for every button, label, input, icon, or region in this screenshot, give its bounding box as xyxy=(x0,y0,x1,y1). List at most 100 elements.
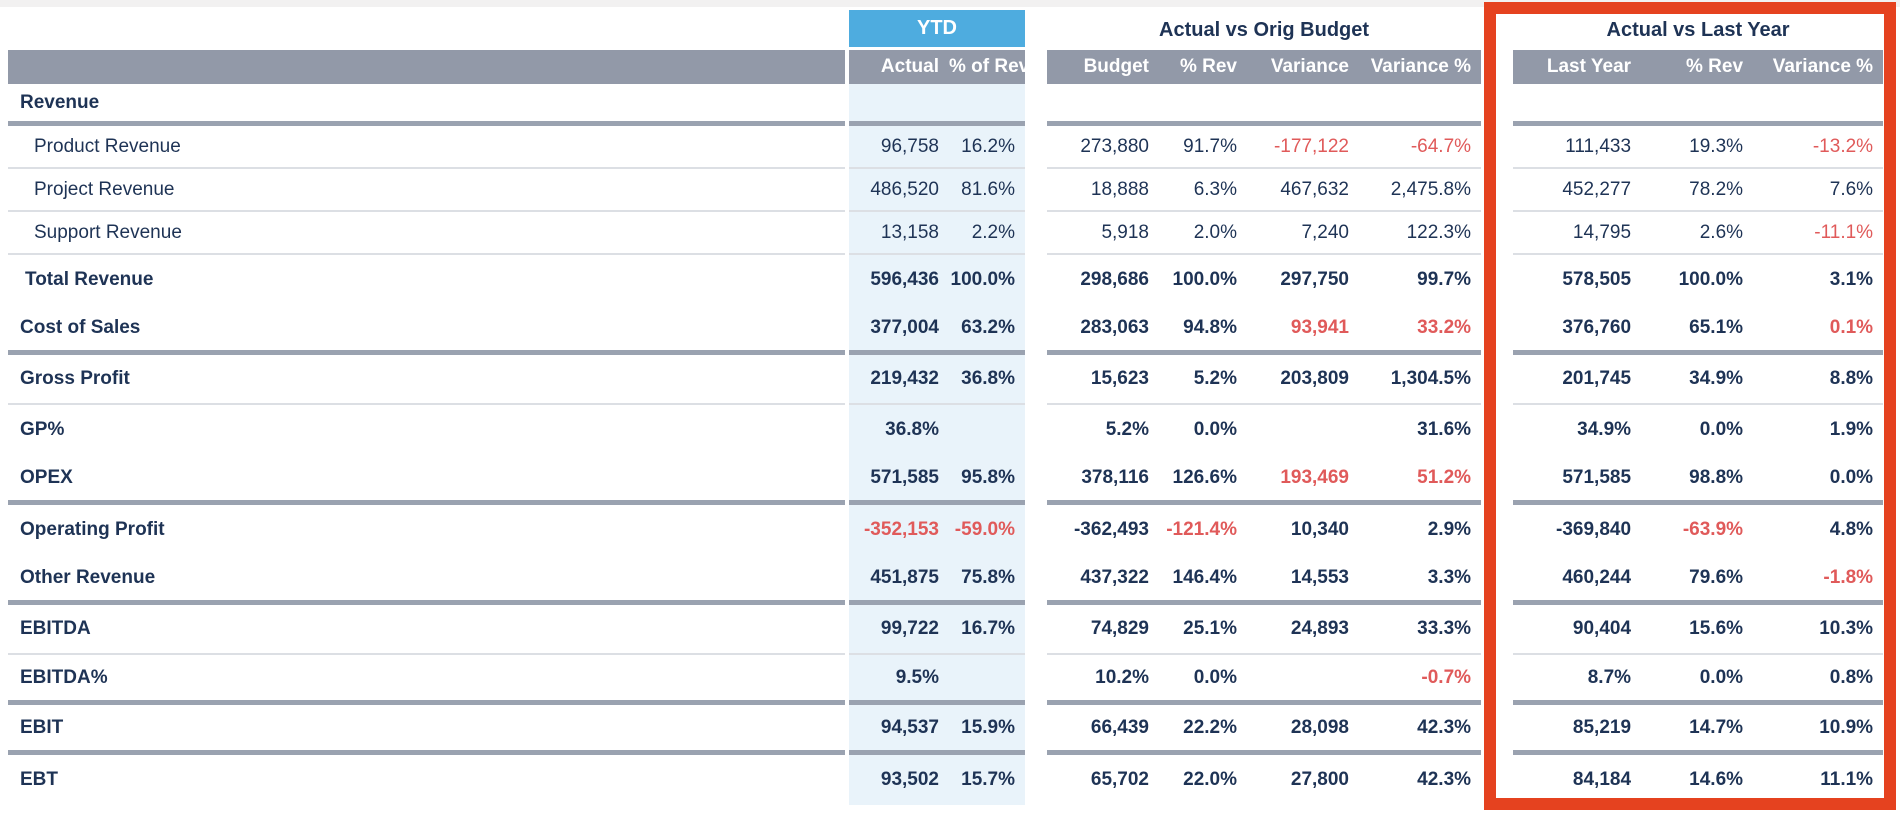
row-label: EBITDA xyxy=(8,605,845,655)
row-label: Cost of Sales xyxy=(8,305,845,355)
cell-revenue-header-0 xyxy=(849,84,949,126)
cell-gross-profit-1: 36.8% xyxy=(949,355,1025,405)
column-gap xyxy=(1481,305,1513,355)
cell-support-revenue-7: 2.6% xyxy=(1641,212,1754,255)
budget-section-header: Actual vs Orig Budget xyxy=(1159,18,1370,41)
cell-opex-4: 193,469 xyxy=(1247,455,1359,505)
column-gap xyxy=(1481,505,1513,555)
cell-operating-profit-7: -63.9% xyxy=(1682,519,1744,540)
cell-product-revenue-5: -64.7% xyxy=(1359,126,1482,169)
col-header-budget-pct-rev: % Rev xyxy=(1159,50,1247,84)
cell-ebitda-percent-6: 8.7% xyxy=(1513,655,1642,705)
cell-cost-of-sales-2: 283,063 xyxy=(1047,305,1159,355)
cell-ebit-3: 22.2% xyxy=(1159,705,1247,755)
ytd-section-header: YTD xyxy=(849,10,1025,50)
column-gap xyxy=(1025,84,1047,126)
cell-ebt-3: 22.0% xyxy=(1183,769,1237,790)
cell-cost-of-sales-7: 65.1% xyxy=(1641,305,1754,355)
cell-gp-percent-0: 36.8% xyxy=(849,405,949,455)
table-row-operating-profit: Operating Profit -352,153 -59.0% -362,493 -1… xyxy=(8,505,1883,555)
column-gap xyxy=(1025,455,1047,505)
row-label: Support Revenue xyxy=(8,212,845,255)
table-row-other-revenue: Other Revenue 451,875 75.8% 437,322 146.4% 14… xyxy=(8,555,1884,605)
column-gap xyxy=(1481,212,1513,255)
table-row-ebt: EBT 93,502 15.7% 65,702 22.0% 27,800 42.3% 84,1… xyxy=(8,755,1883,805)
cell-ebitda-percent-7: 0.0% xyxy=(1641,655,1754,705)
cell-operating-profit-4: 10,340 xyxy=(1290,519,1349,540)
cell-other-revenue-8: -1.8% xyxy=(1753,555,1884,605)
cell-revenue-header-8 xyxy=(1753,84,1884,126)
cell-total-revenue-2: 298,686 xyxy=(1080,269,1149,290)
column-gap xyxy=(1025,405,1047,455)
cell-gross-profit-2: 15,623 xyxy=(1047,355,1159,405)
cell-ebit-6: 85,219 xyxy=(1513,705,1642,755)
cell-ebit-1: 15.9% xyxy=(949,705,1025,755)
cell-ebit-2: 66,439 xyxy=(1047,705,1159,755)
cell-product-revenue-0: 96,758 xyxy=(849,126,949,169)
cell-gross-profit-6: 201,745 xyxy=(1513,355,1642,405)
col-header-variance-pct: Variance % xyxy=(1359,50,1482,84)
cell-operating-profit-2: -362,493 xyxy=(1073,519,1149,540)
cell-other-revenue-1: 75.8% xyxy=(949,555,1025,605)
cell-ebit-4: 28,098 xyxy=(1247,705,1359,755)
cell-ebt-0: 93,502 xyxy=(849,755,949,805)
column-gap xyxy=(1481,50,1513,84)
table-row-gross-profit: Gross Profit 219,432 36.8% 15,623 5.2% 203,80… xyxy=(8,355,1884,405)
column-gap xyxy=(1481,605,1513,655)
cell-support-revenue-5: 122.3% xyxy=(1359,212,1482,255)
cell-product-revenue-4: -177,122 xyxy=(1247,126,1359,169)
cell-total-revenue-4: 297,750 xyxy=(1280,269,1349,290)
cell-gp-percent-7: 0.0% xyxy=(1699,419,1744,440)
cell-other-revenue-4: 14,553 xyxy=(1247,555,1359,605)
column-gap xyxy=(1481,126,1513,169)
cell-ebt-4: 27,800 xyxy=(1290,769,1349,790)
row-label: OPEX xyxy=(8,455,845,505)
cell-support-revenue-1: 2.2% xyxy=(949,212,1025,255)
cell-ebitda-percent-5: -0.7% xyxy=(1359,655,1482,705)
column-gap xyxy=(1481,705,1513,755)
cell-ebitda-2: 74,829 xyxy=(1047,605,1159,655)
column-gap xyxy=(1481,755,1513,805)
cell-ebitda-5: 33.3% xyxy=(1359,605,1482,655)
table-row-cost-of-sales: Cost of Sales 377,004 63.2% 283,063 94.8% 93,… xyxy=(8,305,1884,355)
cell-cost-of-sales-4: 93,941 xyxy=(1247,305,1359,355)
column-gap xyxy=(1481,84,1513,126)
column-gap xyxy=(1481,655,1513,705)
cell-product-revenue-7: 19.3% xyxy=(1641,126,1754,169)
cell-other-revenue-3: 146.4% xyxy=(1159,555,1247,605)
table-row-ebitda: EBITDA 99,722 16.7% 74,829 25.1% 24,893 33.3% 9… xyxy=(8,605,1884,655)
column-header-row: Actual % of Rev Budget % Rev Variance Va… xyxy=(8,50,1884,84)
table-row-project-revenue: Project Revenue 486,520 81.6% 18,888 6.3% 467… xyxy=(8,169,1884,212)
cell-gross-profit-4: 203,809 xyxy=(1247,355,1359,405)
column-gap xyxy=(1481,555,1513,605)
cell-ebt-7: 14.6% xyxy=(1689,769,1744,790)
cell-ebitda-7: 15.6% xyxy=(1641,605,1754,655)
cell-gross-profit-3: 5.2% xyxy=(1159,355,1247,405)
cell-support-revenue-8: -11.1% xyxy=(1753,212,1884,255)
column-gap xyxy=(1025,505,1047,555)
row-label: Product Revenue xyxy=(8,126,845,169)
col-header-ytd-actual: Actual xyxy=(849,50,949,84)
pl-table-body: Revenue Product Revenue 96,758 16.2% 273,880… xyxy=(8,84,1884,805)
cell-ebt-1: 15.7% xyxy=(949,755,1025,805)
cell-revenue-header-4 xyxy=(1247,84,1359,126)
cell-revenue-header-3 xyxy=(1159,84,1247,126)
column-gap xyxy=(1025,705,1047,755)
cell-total-revenue-5: 99.7% xyxy=(1417,269,1472,290)
cell-operating-profit-0: -352,153 xyxy=(849,505,949,555)
column-gap xyxy=(1481,255,1513,305)
cell-gp-percent-3: 0.0% xyxy=(1193,419,1237,440)
cell-operating-profit-1: -59.0% xyxy=(949,505,1025,555)
cell-gross-profit-8: 8.8% xyxy=(1753,355,1884,405)
cell-support-revenue-6: 14,795 xyxy=(1513,212,1642,255)
col-header-last-year: Last Year xyxy=(1513,50,1642,84)
cell-gp-percent-2: 5.2% xyxy=(1105,419,1149,440)
cell-support-revenue-4: 7,240 xyxy=(1247,212,1359,255)
cell-ebit-5: 42.3% xyxy=(1359,705,1482,755)
cell-ebt-6: 84,184 xyxy=(1572,769,1632,790)
label-column-spacer xyxy=(8,10,849,50)
row-label: EBITDA% xyxy=(8,655,845,705)
cell-gross-profit-7: 34.9% xyxy=(1641,355,1754,405)
cell-product-revenue-6: 111,433 xyxy=(1513,126,1642,169)
column-gap xyxy=(1025,255,1047,305)
